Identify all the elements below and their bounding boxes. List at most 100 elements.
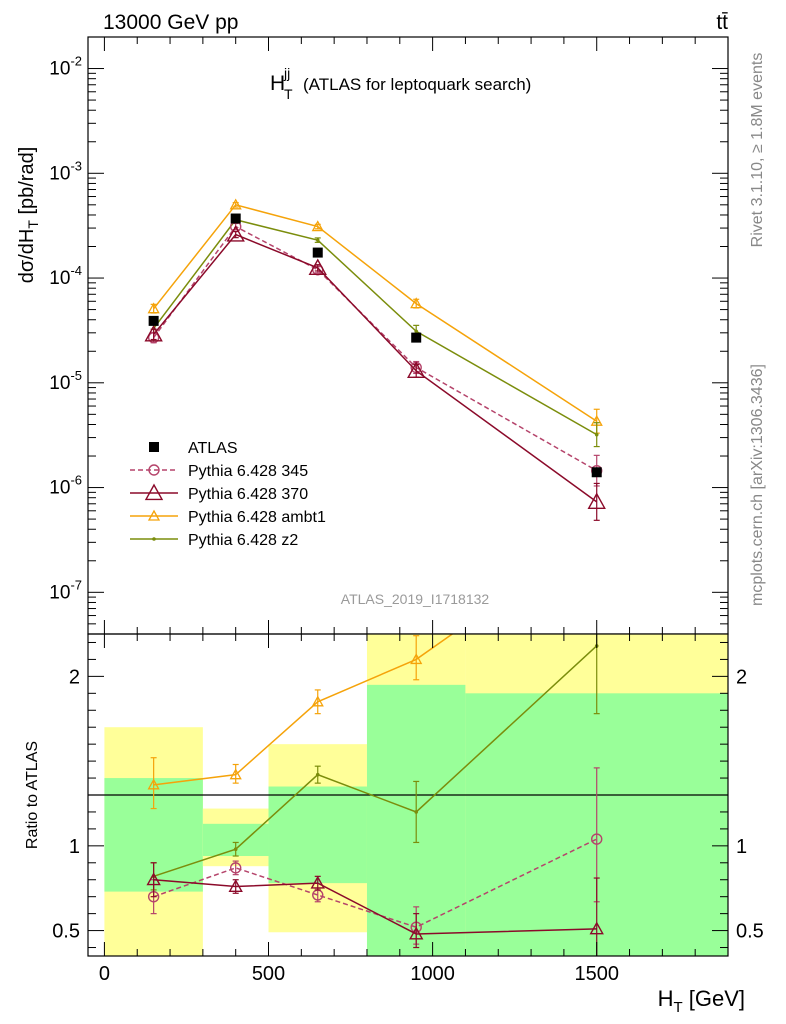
y-tick-base: 10 <box>49 268 70 289</box>
y-tick-label: 10-5 <box>49 368 82 394</box>
data-point <box>229 862 242 874</box>
data-point <box>312 247 323 258</box>
data-point <box>315 238 320 242</box>
data-point <box>149 442 159 452</box>
series-pythia-6-428-370 <box>144 225 606 521</box>
main-panel: 10-710-610-510-410-310-2 H jj T (ATLAS f… <box>16 36 729 635</box>
series-line <box>153 225 598 472</box>
y-tick-base: 10 <box>49 373 70 394</box>
data-point <box>311 695 324 707</box>
ratio-ticks: 0.5 0.5 1 1 2 2 0 500 1000 1500 <box>52 634 764 985</box>
legend-label: ATLAS <box>188 440 238 457</box>
data-point <box>311 220 324 232</box>
data-point <box>591 467 602 478</box>
y-tick-label: 10-4 <box>49 263 82 289</box>
svg-text:jj: jj <box>283 65 290 81</box>
y-tick-base: 10 <box>49 478 70 499</box>
x-axis-label: HT [GeV] <box>658 986 745 1016</box>
y-tick-label: 10-7 <box>49 577 82 603</box>
legend-label: Pythia 6.428 ambt1 <box>188 509 326 526</box>
y-tick-exponent: -4 <box>70 263 82 278</box>
data-point <box>233 847 238 852</box>
ratio-y-axis-label: Ratio to ATLAS <box>24 741 41 849</box>
series-atlas <box>148 213 602 478</box>
data-point <box>148 464 160 476</box>
ratio-y-tick-label-left: 2 <box>69 666 80 688</box>
data-point <box>146 872 161 886</box>
analysis-id: ATLAS_2019_I1718132 <box>341 591 490 607</box>
data-point <box>152 537 156 541</box>
ratio-y-tick-label-right: 0.5 <box>736 921 764 943</box>
legend-entry: ATLAS <box>149 440 238 457</box>
ratio-series-pythia-6-428-ambt1 <box>147 527 602 810</box>
data-point <box>594 432 599 437</box>
x-tick-label: 0 <box>99 963 110 985</box>
energy-label: 13000 GeV pp <box>103 11 238 34</box>
data-point <box>147 509 161 521</box>
series-line <box>153 233 598 503</box>
main-y-axis-label: dσ/dHT [pb/rad] <box>16 147 41 284</box>
ylabel-rest: [pb/rad] <box>16 147 38 220</box>
data-point <box>226 225 245 242</box>
data-point <box>144 324 163 342</box>
y-tick-base: 10 <box>49 163 70 184</box>
x-tick-label: 500 <box>252 963 285 985</box>
series-pythia-6-428-ambt1 <box>147 198 603 434</box>
y-tick-label: 10-2 <box>49 54 82 80</box>
xlabel-main: H <box>658 986 674 1011</box>
data-point <box>147 778 160 790</box>
main-series <box>144 198 606 521</box>
svg-text:T: T <box>284 86 293 102</box>
data-point <box>228 879 243 893</box>
ratio-y-tick-label-right: 1 <box>736 836 747 858</box>
data-point <box>310 875 325 889</box>
legend-label: Pythia 6.428 z2 <box>188 532 298 549</box>
title-rest: (ATLAS for leptoquark search) <box>303 75 531 94</box>
data-point <box>414 810 419 814</box>
title-subscript: T <box>284 86 293 102</box>
data-point <box>592 527 602 536</box>
ratio-y-tick-label-left: 1 <box>69 836 80 858</box>
ratio-y-tick-label-right: 2 <box>736 666 747 688</box>
legend-label: Pythia 6.428 345 <box>188 463 308 480</box>
legend-label: Pythia 6.428 370 <box>188 486 308 503</box>
y-tick-base: 10 <box>49 582 70 603</box>
legend: ATLAS Pythia 6.428 345 Pythia 6.428 370 Pyt… <box>130 440 326 549</box>
x-tick-label: 1000 <box>410 963 455 985</box>
y-tick-exponent: -5 <box>70 368 82 383</box>
data-point <box>229 198 242 210</box>
data-point <box>407 361 426 378</box>
data-point <box>308 258 327 275</box>
data-point <box>315 772 320 777</box>
main-y-ticks: 10-710-610-510-410-310-2 <box>49 36 729 635</box>
data-point <box>230 213 241 224</box>
xlabel-sub: T <box>673 999 682 1016</box>
title-main: H <box>270 72 285 95</box>
y-tick-exponent: -3 <box>70 158 82 173</box>
y-tick-label: 10-6 <box>49 473 82 499</box>
title-superscript: jj <box>283 65 290 81</box>
series-pythia-6-428-z2 <box>150 216 600 448</box>
x-tick-label: 1500 <box>574 963 619 985</box>
data-point <box>229 768 242 780</box>
legend-entry: Pythia 6.428 345 <box>130 463 308 480</box>
data-point <box>411 332 422 343</box>
legend-entry: Pythia 6.428 ambt1 <box>130 509 326 526</box>
process-label: tt̄ <box>716 11 728 34</box>
legend-entry: Pythia 6.428 z2 <box>130 532 298 549</box>
y-tick-exponent: -6 <box>70 473 82 488</box>
y-tick-base: 10 <box>49 59 70 80</box>
data-point <box>409 926 424 940</box>
ratio-panel: 0.5 0.5 1 1 2 2 0 500 1000 1500 Ratio to ATLAS HT… <box>24 527 764 1016</box>
y-tick-exponent: -7 <box>70 577 82 592</box>
mcplots-label: mcplots.cern.ch [arXiv:1306.3436] <box>749 364 766 606</box>
ratio-series <box>146 527 604 956</box>
legend-entry: Pythia 6.428 370 <box>130 483 308 503</box>
data-point <box>589 921 604 935</box>
data-point <box>414 329 419 334</box>
data-point <box>587 492 606 509</box>
uncertainty-band-green <box>268 786 367 884</box>
ratio-line <box>153 838 598 928</box>
svg-text:H: H <box>270 72 285 95</box>
